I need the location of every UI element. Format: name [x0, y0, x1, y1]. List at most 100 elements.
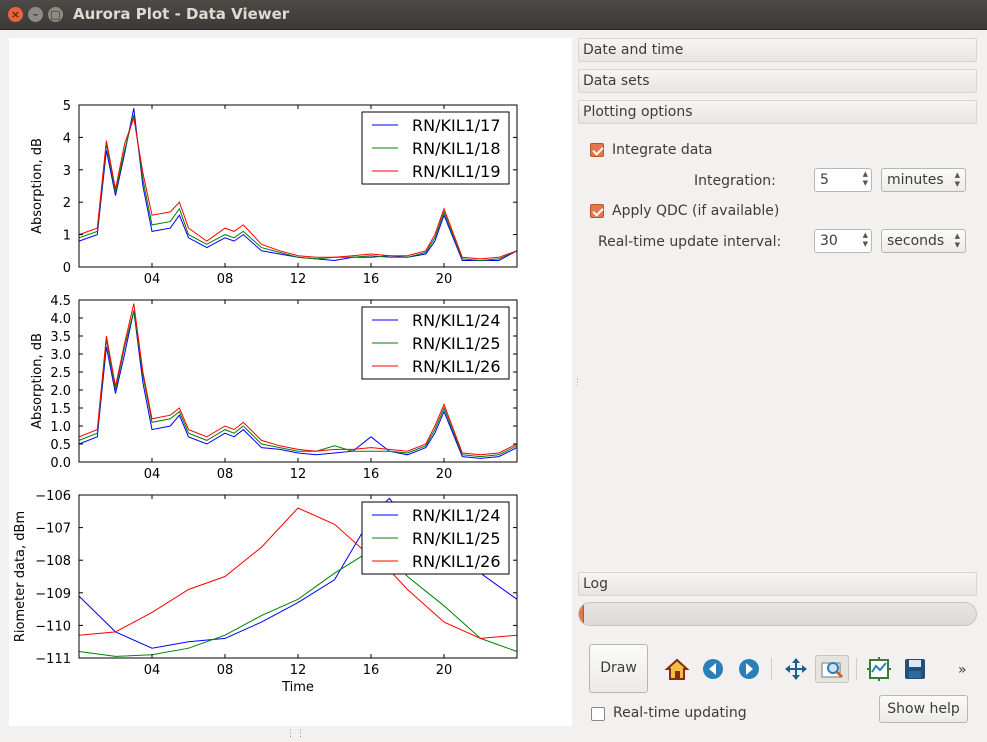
x-tick-label: 16	[363, 663, 380, 678]
y-tick-label: −110	[35, 619, 71, 634]
y-tick-label: 3	[63, 164, 71, 179]
forward-icon-svg	[739, 659, 759, 679]
back-icon[interactable]	[700, 656, 726, 682]
y-tick-label: 0.5	[50, 438, 71, 453]
plot-canvas[interactable]: 04 08 12 16 20 0 1 2 3 4 5 Absorption, dB RN/KIL1/17…	[9, 38, 572, 726]
pan-icon[interactable]	[783, 656, 809, 682]
x-tick-label: 20	[436, 663, 453, 678]
section-data-sets-label: Data sets	[583, 73, 650, 89]
y-tick-label: 0	[63, 261, 71, 276]
x-tick-label: 12	[290, 467, 307, 482]
y-axis-label: Riometer data, dBm	[13, 511, 28, 642]
integration-unit-select[interactable]: minutes ▲ ▼	[881, 168, 966, 192]
vertical-splitter-handle[interactable]: ⋮	[573, 378, 582, 388]
integration-value: 5	[820, 172, 829, 188]
realtime-interval-unit-value: seconds	[887, 233, 945, 249]
configure-subplots-icon[interactable]	[866, 656, 892, 682]
combo-arrows-icon: ▲ ▼	[954, 232, 960, 249]
integration-label: Integration:	[694, 173, 776, 189]
combo-arrows-icon: ▲ ▼	[954, 171, 960, 188]
x-tick-label: 20	[436, 467, 453, 482]
title-bar: × – □ Aurora Plot - Data Viewer	[0, 0, 987, 30]
zoom-icon[interactable]	[815, 655, 849, 683]
integrate-data-checkbox[interactable]	[590, 143, 604, 157]
x-tick-label: 08	[217, 663, 234, 678]
section-plotting-options[interactable]: Plotting options	[578, 100, 977, 124]
x-tick-label: 20	[436, 272, 453, 287]
y-tick-label: 1.0	[50, 420, 71, 435]
y-tick-label: 3.0	[50, 348, 71, 363]
draw-button[interactable]: Draw	[589, 644, 648, 693]
back-icon-svg	[703, 659, 723, 679]
home-icon[interactable]	[664, 656, 690, 682]
progress-fill	[579, 603, 584, 625]
spin-arrows-icon[interactable]: ▲ ▼	[862, 231, 868, 248]
horizontal-splitter-handle[interactable]: ⋮⋮	[286, 729, 306, 739]
series-line-2	[78, 549, 518, 657]
legend-label: RN/KIL1/24	[412, 506, 501, 525]
series-line-1	[78, 108, 518, 262]
forward-icon[interactable]	[736, 656, 762, 682]
apply-qdc-checkbox[interactable]	[590, 204, 604, 218]
realtime-interval-spinbox[interactable]: 30 ▲ ▼	[814, 229, 872, 253]
x-tick-label: 12	[290, 663, 307, 678]
y-tick-label: 1	[63, 229, 71, 244]
legend-label: RN/KIL1/26	[412, 357, 501, 376]
y-tick-label: −109	[35, 587, 71, 602]
zoom-icon-svg	[821, 662, 844, 679]
legend: RN/KIL1/17 RN/KIL1/18 RN/KIL1/19	[361, 111, 510, 185]
y-tick-label: 4	[63, 131, 71, 146]
section-date-and-time-label: Date and time	[583, 42, 684, 58]
minimize-window-button[interactable]: –	[28, 7, 43, 22]
legend-label: RN/KIL1/24	[412, 311, 501, 330]
toolbar-separator	[771, 658, 772, 680]
section-log[interactable]: Log	[578, 572, 977, 596]
close-window-button[interactable]: ×	[8, 7, 23, 22]
show-help-button[interactable]: Show help	[879, 695, 968, 723]
save-icon-svg	[905, 659, 925, 679]
y-tick-label: −107	[35, 522, 71, 537]
legend-label: RN/KIL1/25	[412, 529, 501, 548]
series-line-2	[78, 310, 518, 458]
y-tick-label: 2.0	[50, 384, 71, 399]
section-data-sets[interactable]: Data sets	[578, 69, 977, 93]
realtime-interval-unit-select[interactable]: seconds ▲ ▼	[881, 229, 966, 253]
series-line-3	[78, 303, 518, 456]
y-tick-label: 4.5	[50, 294, 71, 309]
configure-subplots-icon-svg	[867, 657, 891, 681]
y-tick-label: −106	[35, 489, 71, 504]
toolbar-overflow-button[interactable]: »	[958, 662, 967, 678]
save-icon[interactable]	[902, 656, 928, 682]
pan-icon-svg	[785, 658, 807, 680]
x-tick-label: 16	[363, 467, 380, 482]
integrate-data-label: Integrate data	[612, 142, 713, 158]
series-line-3	[78, 117, 518, 260]
y-tick-label: −108	[35, 554, 71, 569]
y-axis-label: Absorption, dB	[30, 138, 45, 234]
home-icon-svg	[664, 658, 690, 680]
legend: RN/KIL1/24 RN/KIL1/25 RN/KIL1/26	[361, 306, 510, 380]
y-tick-label: 0.0	[50, 456, 71, 471]
show-help-button-label: Show help	[887, 701, 960, 717]
legend-label: RN/KIL1/26	[412, 552, 501, 571]
realtime-interval-label: Real-time update interval:	[598, 234, 782, 250]
x-axis-label: Time	[281, 680, 314, 695]
progress-bar	[578, 602, 977, 626]
x-tick-label: 12	[290, 272, 307, 287]
realtime-updating-checkbox[interactable]	[591, 707, 605, 721]
y-tick-label: 2.5	[50, 366, 71, 381]
integration-spinbox[interactable]: 5 ▲ ▼	[814, 168, 872, 192]
y-tick-label: 5	[63, 99, 71, 114]
section-date-and-time[interactable]: Date and time	[578, 38, 977, 62]
y-tick-label: 2	[63, 196, 71, 211]
apply-qdc-label: Apply QDC (if available)	[612, 203, 780, 219]
realtime-interval-value: 30	[820, 233, 838, 249]
maximize-window-button[interactable]: □	[48, 7, 63, 22]
chart-2: 04 08 12 16 20 0.0 0.5 1.0 1.5 2.0 2.5 3.0 3.5 4.0 4.5…	[30, 294, 518, 482]
spin-arrows-icon[interactable]: ▲ ▼	[862, 170, 868, 187]
legend-label: RN/KIL1/18	[412, 139, 501, 158]
chart-3: 04 08 12 16 20 −111 −110 −109 −108 −107 −106 Riomet…	[13, 489, 518, 695]
section-log-label: Log	[583, 576, 609, 592]
